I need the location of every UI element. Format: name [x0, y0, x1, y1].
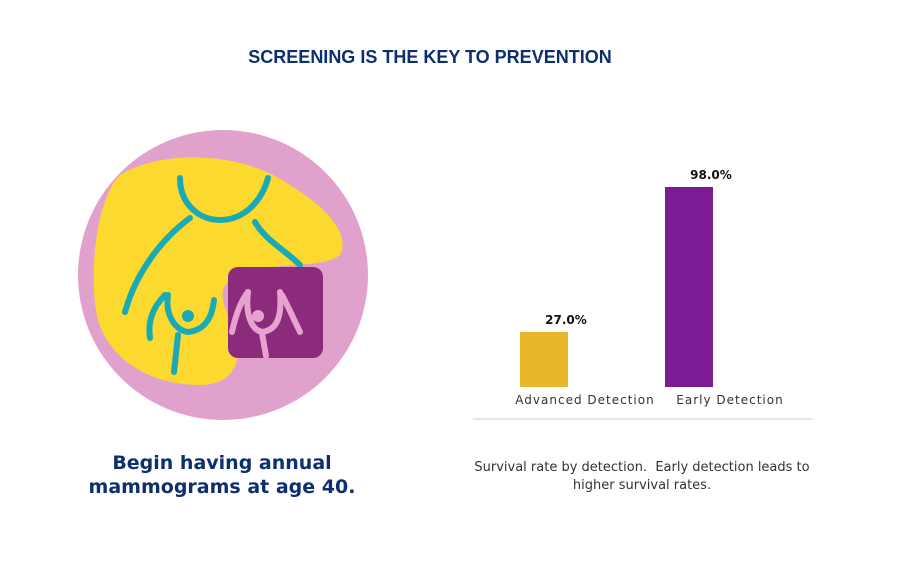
- page-title: SCREENING IS THE KEY TO PREVENTION: [248, 47, 612, 67]
- x-tick-label: Advanced Detection: [515, 393, 654, 407]
- chart-caption: Survival rate by detection. Early detect…: [474, 460, 814, 493]
- tagline: Begin having annual mammograms at age 40…: [88, 452, 356, 498]
- bar: [665, 187, 713, 387]
- x-tick-label: Early Detection: [676, 393, 783, 407]
- bar: [520, 331, 568, 387]
- value-label: 27.0%: [545, 313, 587, 327]
- bar-chart: 27.0% Advanced Detection 98.0% Early Detect…: [473, 168, 812, 420]
- illustration: [78, 130, 368, 420]
- value-label: 98.0%: [690, 168, 732, 182]
